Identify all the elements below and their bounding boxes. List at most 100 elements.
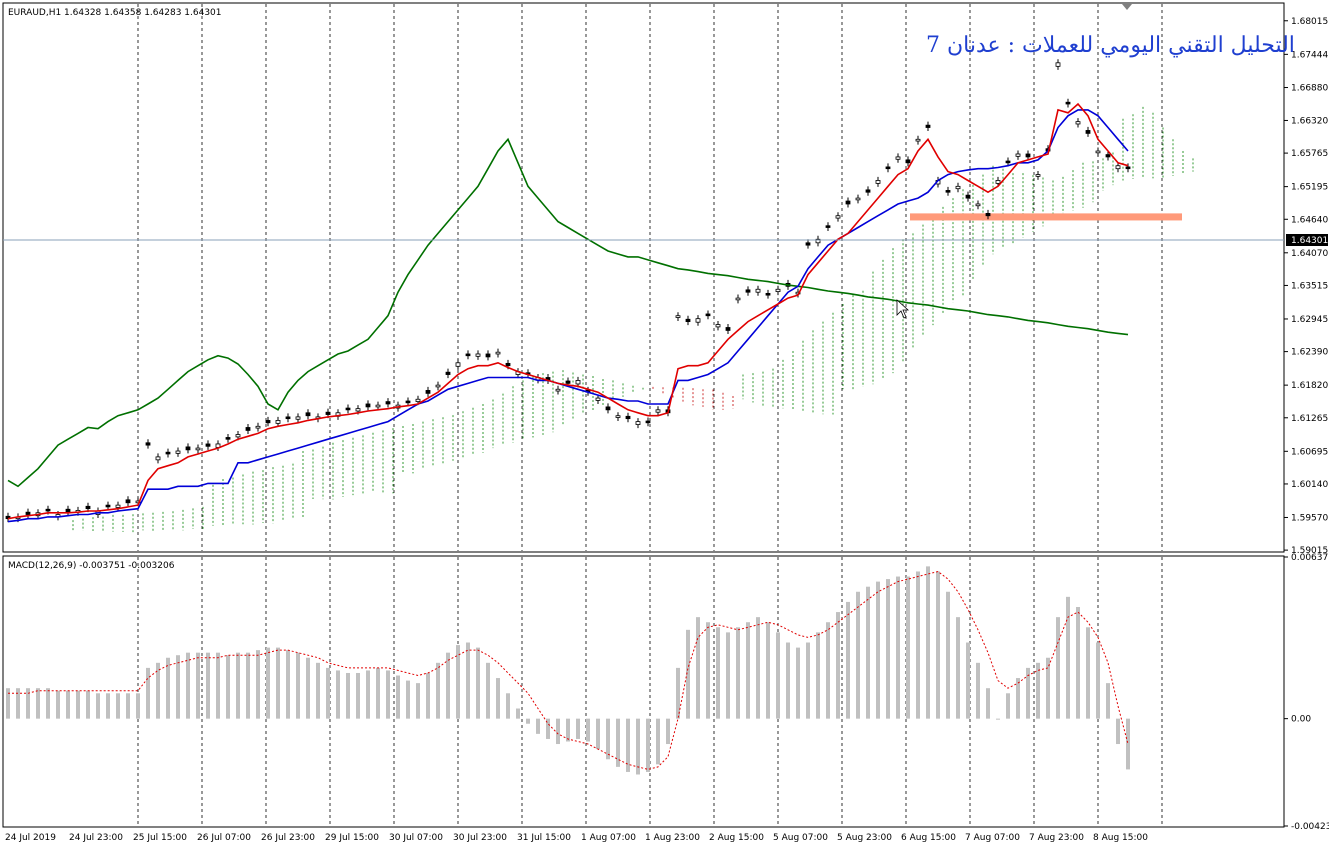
candle-body <box>625 415 631 420</box>
macd-bar <box>486 662 490 719</box>
candle-body <box>735 297 741 301</box>
macd-bar <box>346 672 350 719</box>
macd-bar <box>746 622 750 719</box>
macd-bar <box>126 693 130 719</box>
macd-bar <box>1046 657 1050 719</box>
macd-bar <box>326 667 330 719</box>
x-tick-label: 5 Aug 23:00 <box>837 833 892 843</box>
macd-bar <box>906 576 910 719</box>
y-tick-label: 1.60140 <box>1291 480 1328 490</box>
x-tick-label: 1 Aug 23:00 <box>645 833 700 843</box>
y-tick-label: 1.62390 <box>1291 348 1328 358</box>
macd-bar <box>816 632 820 719</box>
macd-bar <box>496 678 500 719</box>
macd-bar <box>386 670 390 719</box>
candle-body <box>245 427 251 431</box>
macd-bar <box>546 718 550 739</box>
candle-body <box>825 225 831 228</box>
macd-bar <box>306 657 310 719</box>
macd-bar <box>516 708 520 719</box>
candle-body <box>685 318 691 323</box>
candle-body <box>1065 101 1071 105</box>
macd-bar <box>1056 617 1060 719</box>
tenkan-sen-line <box>7 102 1129 520</box>
macd-bar <box>526 718 530 724</box>
candle-body <box>1005 160 1011 164</box>
candle-body <box>415 398 421 403</box>
candle-body <box>1015 153 1021 157</box>
macd-bar <box>616 718 620 767</box>
macd-bar <box>186 652 190 719</box>
y-tick-label: 1.68015 <box>1291 17 1328 27</box>
candle-body <box>105 504 111 508</box>
x-tick-label: 5 Aug 07:00 <box>773 833 828 843</box>
macd-bar <box>566 718 570 742</box>
macd-bar <box>296 652 300 719</box>
macd-bar <box>36 688 40 719</box>
macd-y-tick-label: 0.00 <box>1291 715 1311 725</box>
macd-bar <box>506 693 510 719</box>
macd-bar <box>696 617 700 719</box>
current-price-tag <box>1286 234 1328 246</box>
macd-bar <box>366 670 370 719</box>
macd-bar <box>336 670 340 719</box>
macd-bar <box>806 642 810 719</box>
candle-body <box>375 404 381 408</box>
symbol-header: EURAUD,H1 1.64328 1.64358 1.64283 1.6430… <box>8 8 222 18</box>
candle-body <box>465 353 471 357</box>
macd-bar <box>636 718 640 775</box>
candle-body <box>985 212 991 217</box>
macd-bar <box>976 662 980 719</box>
macd-bar <box>436 662 440 719</box>
macd-bar <box>876 581 880 719</box>
macd-bar <box>926 566 930 719</box>
candle-body <box>595 397 601 401</box>
candle-body <box>705 313 711 317</box>
x-tick-label: 25 Jul 15:00 <box>133 833 187 843</box>
indicator-lines <box>7 102 1129 523</box>
macd-bar <box>416 683 420 719</box>
candle-body <box>455 362 461 367</box>
price-panel <box>2 2 1285 553</box>
macd-bar <box>556 718 560 745</box>
macd-bar <box>1116 718 1120 745</box>
candle-body <box>895 156 901 160</box>
macd-bar <box>196 652 200 719</box>
macd-bar <box>1006 693 1010 719</box>
macd-header: MACD(12,26,9) -0.003751 -0.003206 <box>8 561 175 571</box>
x-tick-label: 7 Aug 07:00 <box>965 833 1020 843</box>
x-tick-label: 6 Aug 15:00 <box>901 833 956 843</box>
axes: 24 Jul 2019 24 Jul 23:00 25 Jul 15:00 26 Ju… <box>5 17 1329 843</box>
candle-body <box>355 408 361 412</box>
macd-bar <box>396 675 400 719</box>
macd-bar <box>246 652 250 719</box>
macd-bar <box>1036 662 1040 719</box>
candle-body <box>945 190 951 193</box>
macd-bar <box>76 690 80 719</box>
macd-bar <box>966 642 970 719</box>
macd-bar <box>836 612 840 719</box>
candle-body <box>605 406 611 411</box>
candle-body <box>565 380 571 384</box>
macd-bar <box>776 632 780 719</box>
chart-shift-marker-icon[interactable] <box>1122 4 1132 10</box>
candle-body <box>615 415 621 418</box>
macd-bar <box>1106 683 1110 719</box>
macd-bar <box>866 586 870 719</box>
macd-bar <box>116 693 120 719</box>
macd-bar <box>226 655 230 719</box>
candle-body <box>45 508 51 512</box>
macd-bar <box>716 627 720 719</box>
candle-body <box>25 511 31 515</box>
macd-y-tick-label: -0.00423 <box>1291 822 1329 832</box>
macd-bar <box>576 718 580 739</box>
candle-body <box>815 238 821 244</box>
candle-body <box>755 288 761 293</box>
y-tick-label: 1.60695 <box>1291 447 1328 457</box>
macd-bar <box>16 688 20 719</box>
support-zone-rect <box>910 213 1182 221</box>
macd-bar <box>456 645 460 719</box>
macd-bar <box>956 617 960 719</box>
candle-body <box>165 451 171 455</box>
